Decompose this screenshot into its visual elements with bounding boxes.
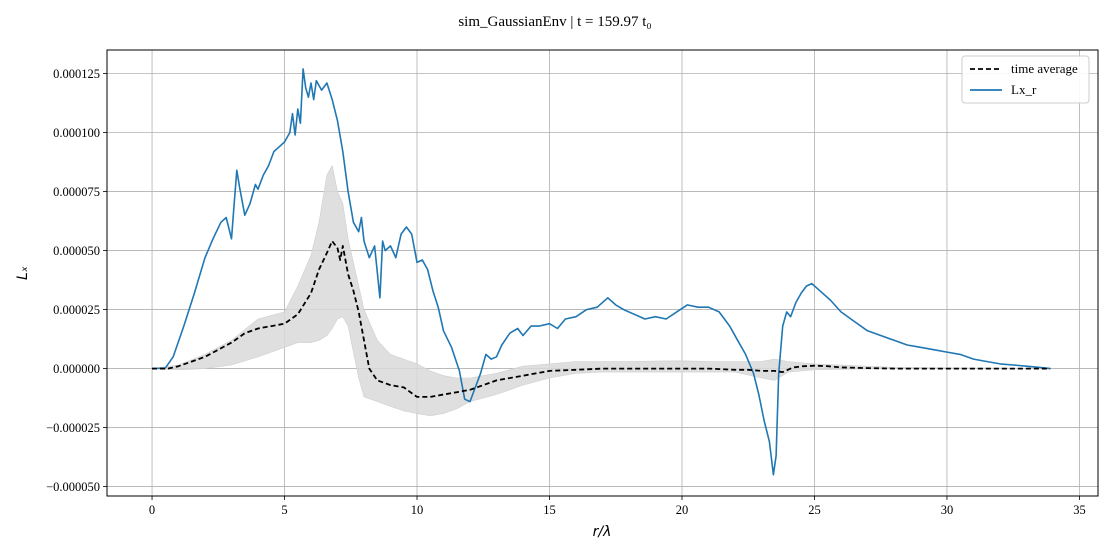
chart-title: sim_GaussianEnv | t = 159.97 t₀ [458, 14, 651, 30]
x-tick-label: 20 [676, 503, 689, 517]
y-tick-label: 0.000000 [53, 362, 100, 376]
plot-frame [106, 49, 1099, 497]
y-tick-label: −0.000050 [46, 480, 100, 494]
y-axis-label: Lₓ [15, 266, 31, 280]
plot-background [107, 50, 1098, 496]
legend-label-time-average: time average [1011, 61, 1078, 76]
x-tick-label: 35 [1073, 503, 1086, 517]
chart-title-text: sim_GaussianEnv | t = 159.97 t₀ [458, 14, 651, 30]
x-tick-label: 30 [941, 503, 954, 517]
x-axis-ticks: 0 5 10 15 20 25 30 35 [149, 496, 1086, 517]
y-axis-ticks: −0.000050 −0.000025 0.000000 0.000025 0.0000… [46, 67, 107, 494]
x-tick-label: 0 [149, 503, 155, 517]
series-layer [151, 68, 1051, 476]
legend-box [961, 55, 1090, 104]
plot-area: 0 5 10 15 20 25 30 35 −0.000050 −0.000025 0.00000… [46, 49, 1099, 517]
x-tick-label: 10 [411, 503, 424, 517]
x-tick-label: 25 [808, 503, 821, 517]
series-line-time-average [152, 240, 1051, 398]
y-tick-label: 0.000100 [53, 126, 100, 140]
legend: time average Lx_r [961, 55, 1090, 104]
y-tick-label: 0.000025 [53, 303, 100, 317]
x-tick-label: 15 [543, 503, 556, 517]
y-tick-label: 0.000075 [53, 185, 100, 199]
x-tick-label: 5 [281, 503, 287, 517]
y-tick-label: −0.000025 [46, 421, 100, 435]
legend-label-lx-r: Lx_r [1011, 82, 1037, 97]
series-line-lx-r [151, 68, 1051, 476]
x-axis-label: r/λ [593, 524, 612, 540]
y-tick-label: 0.000125 [53, 67, 100, 81]
y-tick-label: 0.000050 [53, 244, 100, 258]
